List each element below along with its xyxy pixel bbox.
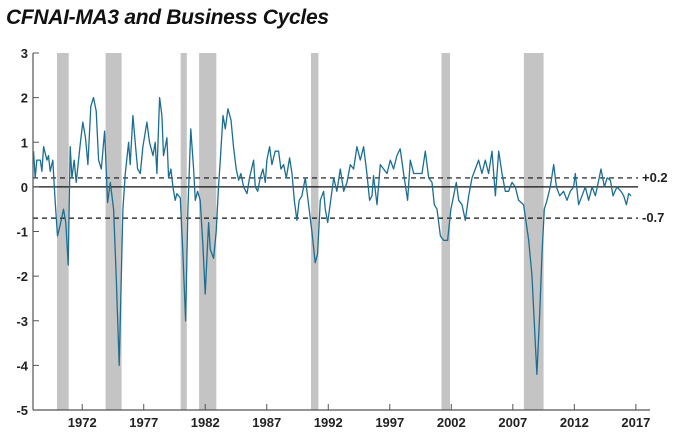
x-tick-label: 2017 bbox=[621, 415, 650, 430]
y-tick-label: -4 bbox=[16, 358, 28, 373]
y-tick-label: -5 bbox=[16, 403, 28, 418]
series-line-cfnai-ma3 bbox=[32, 96, 632, 375]
recession-band bbox=[441, 53, 451, 410]
y-tick-label: 2 bbox=[21, 91, 28, 106]
x-tick-label: 2002 bbox=[437, 415, 466, 430]
y-tick-label: 3 bbox=[21, 46, 28, 61]
recession-band bbox=[311, 53, 319, 410]
x-tick-label: 2012 bbox=[560, 415, 589, 430]
y-tick-label: -2 bbox=[16, 269, 28, 284]
recession-band bbox=[180, 53, 187, 410]
chart-title: CFNAI-MA3 and Business Cycles bbox=[6, 6, 329, 29]
x-tick-label: 1992 bbox=[314, 415, 343, 430]
y-tick-label: 0 bbox=[21, 180, 28, 195]
x-tick-label: 2007 bbox=[498, 415, 527, 430]
recession-band bbox=[56, 53, 69, 410]
y-tick-label: 1 bbox=[21, 135, 28, 150]
x-tick-label: 1977 bbox=[129, 415, 158, 430]
threshold-label: -0.7 bbox=[642, 210, 664, 225]
y-tick-label: -1 bbox=[16, 225, 28, 240]
x-tick-label: 1982 bbox=[191, 415, 220, 430]
threshold-label: +0.2 bbox=[642, 170, 668, 185]
y-tick-label: -3 bbox=[16, 314, 28, 329]
x-tick-label: 1997 bbox=[375, 415, 404, 430]
recession-band bbox=[523, 53, 544, 410]
x-tick-label: 1987 bbox=[252, 415, 281, 430]
x-tick-label: 1972 bbox=[68, 415, 97, 430]
